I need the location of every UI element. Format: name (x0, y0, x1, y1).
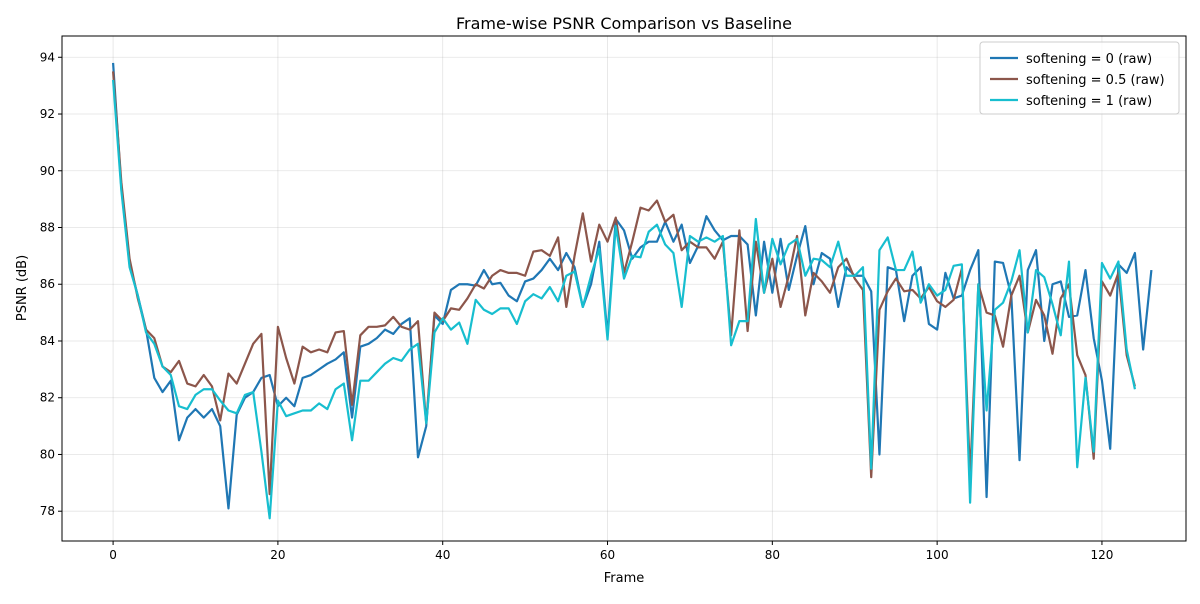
x-tick-label: 80 (765, 548, 780, 562)
x-tick-label: 60 (600, 548, 615, 562)
y-tick-label: 92 (40, 107, 55, 121)
y-tick-label: 82 (40, 391, 55, 405)
x-tick-label: 100 (926, 548, 949, 562)
x-axis-label: Frame (604, 571, 645, 586)
x-axis-ticks: 0 20 40 60 80 100 120 (109, 541, 1113, 562)
y-tick-label: 84 (40, 334, 55, 348)
legend-label: softening = 0.5 (raw) (1026, 73, 1165, 88)
x-tick-label: 0 (109, 548, 117, 562)
y-tick-label: 94 (40, 50, 55, 64)
x-tick-label: 120 (1090, 548, 1113, 562)
legend-label: softening = 1 (raw) (1026, 94, 1152, 109)
series-line-3 (111, 79, 1136, 520)
y-tick-label: 78 (40, 504, 55, 518)
legend-label: softening = 0 (raw) (1026, 52, 1152, 67)
y-tick-label: 90 (40, 164, 55, 178)
chart-title: Frame-wise PSNR Comparison vs Baseline (456, 14, 792, 33)
series-lines (111, 62, 1153, 520)
plot-area-frame (61, 35, 1187, 542)
grid-lines (62, 36, 1186, 541)
y-axis-ticks: 78 80 82 84 86 88 90 92 94 (40, 50, 62, 518)
y-tick-label: 88 (40, 221, 55, 235)
y-tick-label: 80 (40, 447, 55, 461)
y-tick-label: 86 (40, 277, 55, 291)
y-axis-label: PSNR (dB) (15, 255, 30, 321)
legend-box (979, 41, 1180, 115)
legend: softening = 0 (raw) softening = 0.5 (raw)… (979, 41, 1180, 115)
x-tick-label: 40 (435, 548, 450, 562)
x-tick-label: 20 (270, 548, 285, 562)
